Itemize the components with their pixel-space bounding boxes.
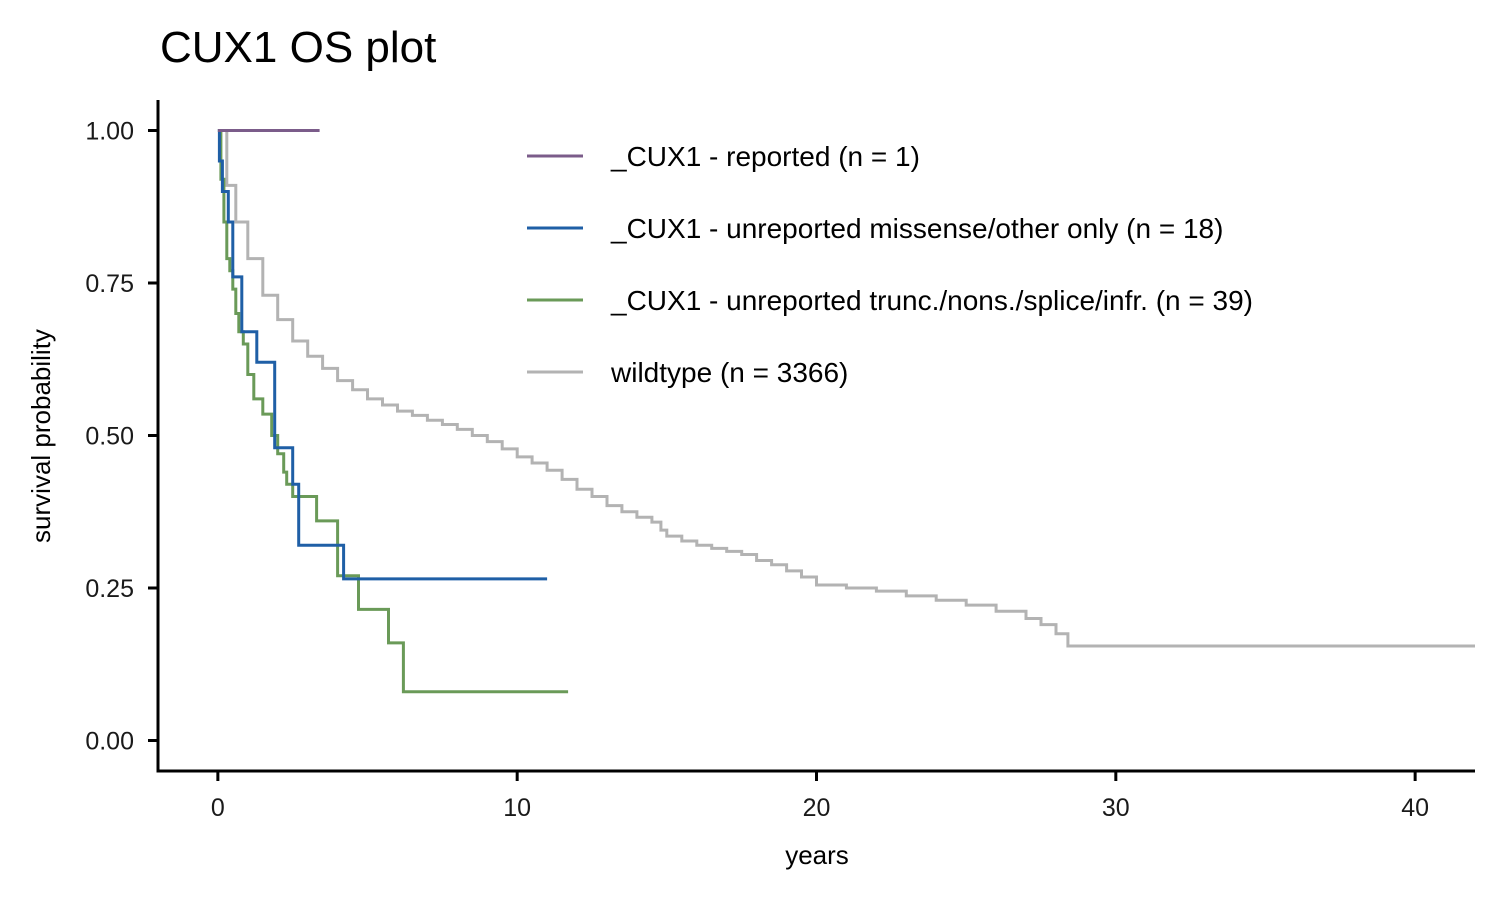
y-tick-label: 1.00 <box>85 118 134 146</box>
series-layer <box>217 129 1475 694</box>
x-tick-label: 20 <box>803 794 831 822</box>
survival-curve-2 <box>217 129 569 694</box>
legend-label: _CUX1 - reported (n = 1) <box>610 141 920 172</box>
x-tick-label: 40 <box>1401 794 1429 822</box>
legend: _CUX1 - reported (n = 1) _CUX1 - unreport… <box>527 141 1253 388</box>
y-tick-label: 0.00 <box>85 728 134 756</box>
legend-label: _CUX1 - unreported trunc./nons./splice/i… <box>610 285 1253 316</box>
y-tick-label: 0.75 <box>85 270 134 298</box>
x-tick-label: 0 <box>211 794 225 822</box>
legend-label: wildtype (n = 3366) <box>610 357 848 388</box>
x-tick-label: 10 <box>503 794 531 822</box>
chart-title: CUX1 OS plot <box>160 23 436 72</box>
survival-curve-1 <box>217 129 548 581</box>
y-tick-label: 0.25 <box>85 575 134 603</box>
legend-label: _CUX1 - unreported missense/other only (… <box>610 213 1223 244</box>
y-axis-title: survival probability <box>26 329 56 543</box>
survival-curve-3 <box>217 129 1475 648</box>
x-tick-label: 30 <box>1102 794 1130 822</box>
ticks-layer: 0.00 0.25 0.50 0.75 1.00 0 10 20 30 40 <box>85 118 1429 823</box>
axes-layer <box>156 100 1475 773</box>
x-axis-title: years <box>785 840 849 870</box>
y-tick-label: 0.50 <box>85 423 134 451</box>
